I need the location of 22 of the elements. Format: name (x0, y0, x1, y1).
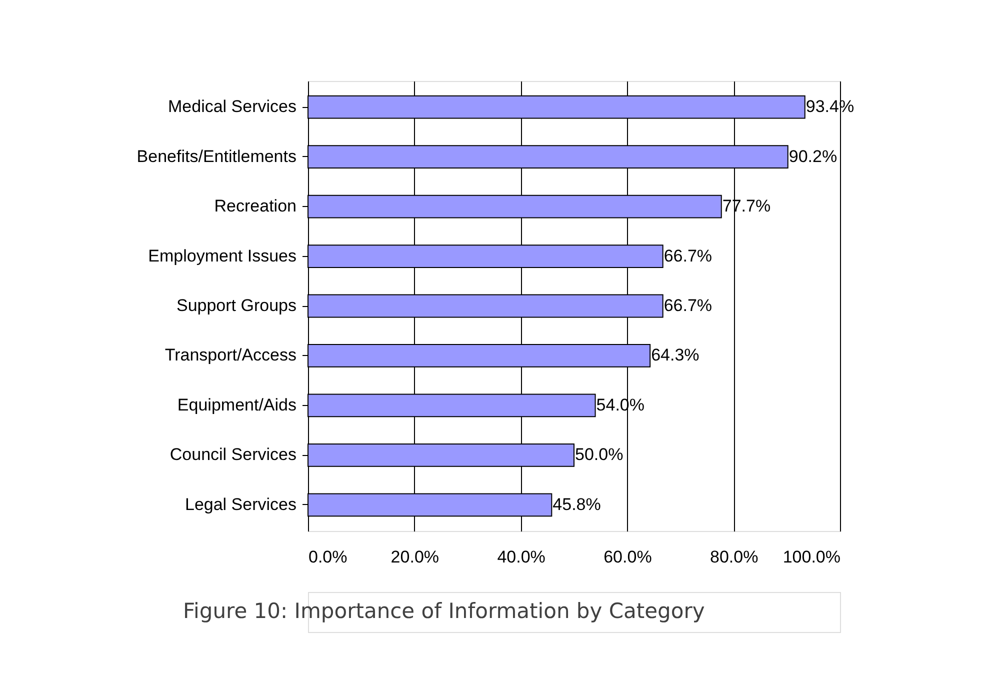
y-tick-label: Support Groups (176, 296, 296, 315)
y-tick-label: Employment Issues (148, 246, 296, 266)
y-tick-label: Legal Services (184, 494, 296, 514)
data-label: 64.3% (651, 346, 700, 365)
x-tick-label: 20.0% (390, 548, 439, 566)
data-label: 50.0% (575, 445, 624, 464)
data-label: 66.7% (664, 296, 712, 315)
x-tick-label: 60.0% (604, 548, 652, 566)
x-tick-label: 0.0% (308, 548, 348, 566)
x-tick-label: 40.0% (497, 548, 546, 566)
y-tick-label: Benefits/Entitlements (136, 146, 296, 166)
caption: Figure 10: Importance of Information by Category (183, 599, 705, 623)
x-tick-label: 80.0% (710, 548, 758, 566)
y-tick-label: Council Services (170, 445, 296, 464)
data-label: 45.8% (552, 494, 601, 514)
data-label: 66.7% (664, 246, 712, 266)
y-tick-label: Transport/Access (164, 346, 296, 365)
x-tick-label: 100.0% (782, 548, 840, 566)
y-tick-label: Recreation (214, 196, 296, 216)
data-label: 90.2% (788, 146, 838, 166)
y-tick-label: Equipment/Aids (177, 395, 296, 414)
y-tick-label: Medical Services (168, 97, 296, 116)
